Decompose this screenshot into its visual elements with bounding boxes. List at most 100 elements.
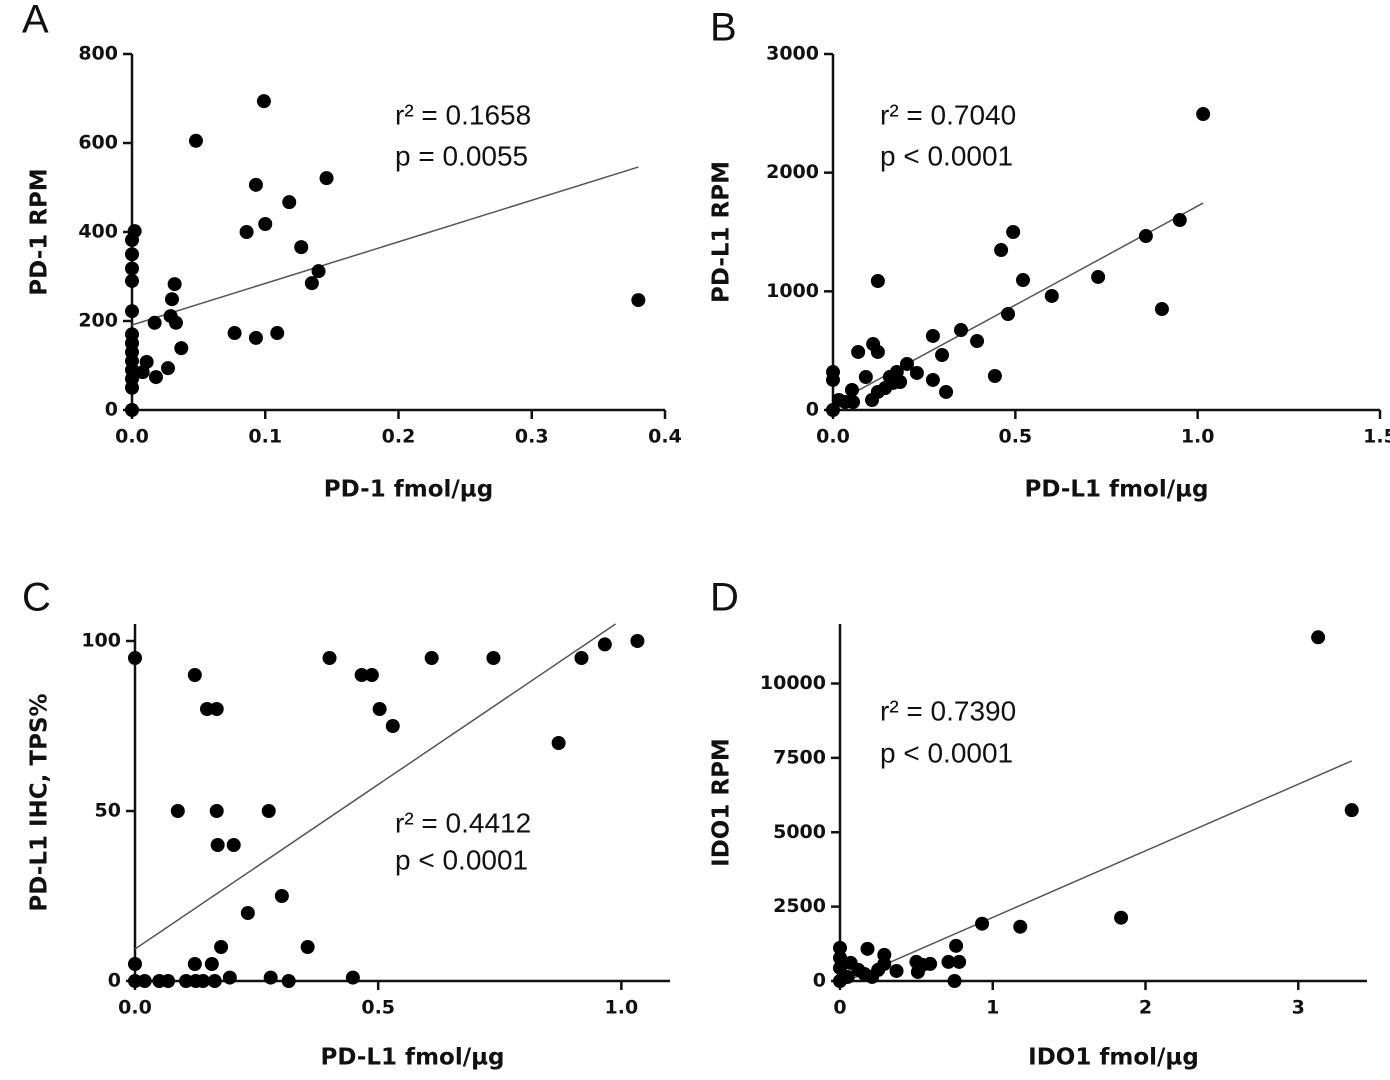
data-point <box>300 940 315 954</box>
data-point <box>631 293 646 308</box>
data-point <box>826 372 840 387</box>
data-point <box>843 955 858 970</box>
data-point <box>187 668 202 682</box>
data-point <box>1344 803 1359 818</box>
data-point <box>952 954 967 969</box>
data-point <box>281 974 296 988</box>
annotation: r² = 0.1658 <box>395 99 531 130</box>
data-point <box>994 243 1009 258</box>
data-point <box>125 304 139 319</box>
data-point <box>1172 213 1187 228</box>
data-point <box>953 323 968 338</box>
annotation: p = 0.0055 <box>395 140 528 171</box>
y-tick-label: 0 <box>806 399 819 421</box>
data-point <box>209 804 224 818</box>
data-point <box>1114 910 1129 925</box>
data-point <box>248 177 263 192</box>
annotation: p < 0.0001 <box>880 737 1013 768</box>
data-point <box>900 356 915 371</box>
data-point <box>263 970 278 985</box>
panel-label: D <box>710 576 739 620</box>
data-point <box>833 940 847 955</box>
data-point <box>170 804 185 818</box>
data-point <box>274 889 289 903</box>
x-tick-label: 1.0 <box>1181 426 1215 448</box>
y-tick-label: 800 <box>78 43 118 65</box>
y-tick-label: 0 <box>813 970 826 992</box>
data-point <box>304 276 319 291</box>
data-point <box>161 974 176 988</box>
data-point <box>877 956 892 971</box>
data-point <box>851 344 866 359</box>
x-tick-label: 0.0 <box>118 997 152 1019</box>
data-point <box>987 368 1002 383</box>
data-point <box>163 309 178 324</box>
data-point <box>148 370 163 385</box>
data-point <box>210 838 225 852</box>
x-tick-label: 1.0 <box>605 997 639 1019</box>
x-tick-label: 0.4 <box>648 426 682 448</box>
data-point <box>925 372 940 387</box>
data-point <box>941 954 956 969</box>
data-point <box>385 719 400 733</box>
data-point <box>1001 306 1016 321</box>
data-point <box>239 225 254 239</box>
data-point <box>167 277 182 292</box>
data-point <box>128 974 142 988</box>
data-point <box>311 264 326 279</box>
annotation: r² = 0.4412 <box>395 807 531 838</box>
data-point <box>147 315 162 330</box>
data-point <box>1044 288 1059 303</box>
data-point <box>424 651 439 665</box>
data-point <box>858 370 873 385</box>
data-point <box>135 365 150 380</box>
y-tick-label: 10000 <box>760 672 826 694</box>
data-point <box>125 273 139 288</box>
data-point <box>870 274 885 289</box>
data-point <box>270 326 285 341</box>
y-tick-label: 7500 <box>773 746 826 768</box>
x-axis-label: PD-1 fmol/µg <box>324 477 493 503</box>
data-point <box>939 384 954 399</box>
data-point <box>947 974 962 988</box>
data-point <box>322 651 337 665</box>
x-tick-label: 1 <box>986 997 999 1019</box>
data-point <box>125 247 139 262</box>
data-point <box>174 341 189 356</box>
y-tick-label: 3000 <box>766 43 819 65</box>
y-axis-label: PD-L1 IHC, TPS% <box>27 693 53 911</box>
data-point <box>128 957 142 971</box>
data-point <box>889 365 904 380</box>
data-point <box>125 233 139 248</box>
x-axis-label: IDO1 fmol/µg <box>1028 1045 1199 1071</box>
y-tick-label: 2500 <box>773 895 826 917</box>
data-point <box>258 216 273 231</box>
data-point <box>160 361 175 376</box>
data-point <box>164 292 179 307</box>
data-point <box>1196 107 1211 122</box>
data-point <box>486 651 501 665</box>
annotation: r² = 0.7040 <box>880 99 1016 130</box>
y-tick-label: 100 <box>81 630 121 652</box>
data-point <box>188 133 203 148</box>
x-tick-label: 0 <box>833 997 846 1019</box>
data-point <box>179 974 194 988</box>
data-point <box>865 393 880 408</box>
annotation: p < 0.0001 <box>395 844 528 875</box>
data-point <box>282 195 297 210</box>
annotation: r² = 0.7390 <box>880 695 1016 726</box>
y-tick-label: 5000 <box>773 821 826 843</box>
y-tick-label: 400 <box>78 221 118 243</box>
data-point <box>1091 269 1106 284</box>
data-point <box>975 916 990 931</box>
data-point <box>857 966 872 981</box>
data-point <box>574 651 589 665</box>
annotation: p < 0.0001 <box>880 140 1013 171</box>
data-point <box>226 838 241 852</box>
data-point <box>199 702 214 716</box>
y-tick-label: 0 <box>108 970 121 992</box>
data-point <box>909 365 924 380</box>
data-point <box>345 970 360 985</box>
x-tick-label: 0.0 <box>115 426 149 448</box>
